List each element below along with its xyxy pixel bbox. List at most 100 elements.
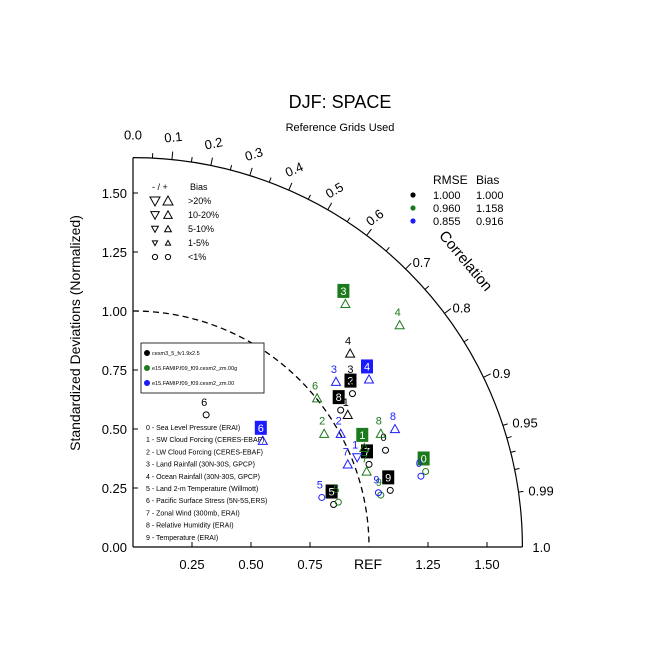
correlation-tick (366, 228, 372, 236)
point-label: 8 (376, 416, 382, 428)
point-label: 4 (395, 307, 401, 319)
point-label: 0 (421, 453, 427, 465)
bias-legend-sign-header: - / + (152, 182, 168, 192)
correlation-label: 0.2 (203, 134, 224, 152)
data-point: 3 (337, 283, 351, 309)
point-marker-circle (334, 498, 342, 506)
point-label: 2 (336, 416, 342, 428)
correlation-label: 0.99 (528, 484, 553, 499)
bias-value: 1.000 (476, 190, 504, 202)
bias-legend-down-triangle (151, 240, 159, 247)
point-label-box (337, 283, 350, 298)
point-marker-triangle (340, 298, 351, 309)
case-legend-box (140, 342, 265, 394)
correlation-tick (229, 164, 233, 171)
data-point: 1 (351, 439, 363, 463)
point-marker-triangle (363, 373, 375, 384)
point-marker-circle (377, 491, 385, 499)
point-label-box (417, 451, 430, 466)
data-point: 9 (376, 477, 385, 499)
point-marker-triangle (318, 428, 330, 438)
correlation-tick (444, 308, 452, 314)
variable-legend-item: 4 - Ocean Rainfall (30N-30S, GPCP) (146, 474, 260, 481)
point-label: 8 (336, 392, 342, 404)
point-marker-triangle (389, 423, 401, 434)
correlation-tick (405, 262, 412, 270)
point-marker-triangle (358, 442, 370, 452)
point-marker-triangle (257, 435, 269, 445)
correlation-tick (506, 436, 512, 439)
point-label: 9 (373, 475, 379, 487)
correlation-tick (514, 468, 520, 471)
chart-subtitle: Reference Grids Used (286, 122, 395, 134)
correlation-tick (424, 285, 430, 290)
point-label: 1 (343, 397, 349, 409)
variable-legend-item: 0 - Sea Level Pressure (ERAI) (146, 425, 240, 432)
data-point: 6 (201, 397, 210, 419)
correlation-tick (510, 450, 516, 453)
point-marker-triangle (342, 409, 354, 419)
outer-arc (132, 157, 523, 548)
bias-legend-header: Bias (190, 182, 208, 192)
point-label: 0 (416, 458, 422, 470)
x-tick-label: 1.25 (415, 557, 440, 572)
point-label-box (332, 390, 345, 405)
correlation-tick (327, 202, 333, 211)
point-label-box (325, 484, 338, 499)
point-label: 3 (347, 364, 353, 376)
correlation-label: 1.0 (532, 540, 550, 555)
point-label: 6 (312, 380, 318, 392)
correlation-tick (190, 156, 193, 163)
case-legend-label: e15.FAMIP.f09_f09.cesm2_zm.00g (152, 366, 237, 372)
correlation-label: 0.7 (413, 255, 431, 270)
point-marker-triangle (344, 347, 356, 358)
correlation-tick (268, 177, 272, 183)
data-point: 0 (417, 451, 430, 475)
case-legend-dot (144, 380, 150, 386)
correlation-label: 0.9 (492, 366, 510, 381)
y-tick-label: 1.00 (102, 304, 127, 319)
data-point: 7 (342, 446, 354, 469)
data-point: 5 (317, 479, 326, 501)
x-tick-label: 0.75 (297, 557, 322, 572)
point-marker-circle (337, 406, 345, 414)
variable-legend-item: 1 - SW Cloud Forcing (CERES-EBAF) (146, 437, 264, 444)
data-point: 3 (330, 364, 342, 386)
bias-legend-up-triangle (163, 224, 173, 233)
variable-legend-item: 6 - Pacific Surface Stress (5N-5S,ERS) (146, 498, 267, 505)
case-legend-label: e15.FAMIP.f09_f09.cesm2_zm.00 (152, 381, 234, 387)
data-point: 0 (380, 432, 390, 454)
data-point: 4 (344, 335, 356, 358)
reference-arc (132, 310, 370, 548)
point-label: 0 (380, 432, 386, 444)
x-tick-label: 1.50 (474, 557, 499, 572)
point-label: 2 (319, 416, 325, 428)
point-marker-triangle (335, 428, 347, 438)
y-tick-label: 0.75 (102, 363, 127, 378)
point-marker-circle (417, 472, 425, 480)
bias-legend-row-label: 1-5% (188, 238, 209, 248)
data-point: 5 (333, 484, 342, 506)
correlation-label: 0.8 (453, 300, 471, 315)
point-label: 4 (345, 335, 351, 347)
point-label: 5 (329, 487, 335, 499)
correlation-tick (463, 338, 469, 343)
correlation-tick (249, 167, 253, 176)
case-legend-dot (144, 350, 150, 356)
variable-legend-item: 8 - Relative Humidity (ERAI) (146, 523, 234, 530)
variable-legend-item: 3 - Land Rainfall (30N-30S, GPCP) (146, 462, 255, 469)
correlation-tick (210, 157, 213, 166)
point-marker-triangle (351, 453, 363, 463)
data-point: 5 (325, 484, 338, 509)
bias-legend-up-triangle (162, 194, 174, 206)
correlation-label: 0.5 (323, 179, 346, 201)
correlation-tick (518, 490, 524, 493)
point-marker-triangle (330, 376, 342, 386)
point-label: 7 (343, 446, 349, 458)
variable-legend-item: 2 - LW Cloud Forcing (CERES-EBAF) (146, 449, 263, 456)
data-point: 4 (361, 359, 375, 384)
point-label: 6 (258, 423, 264, 435)
point-marker-triangle (394, 319, 406, 330)
